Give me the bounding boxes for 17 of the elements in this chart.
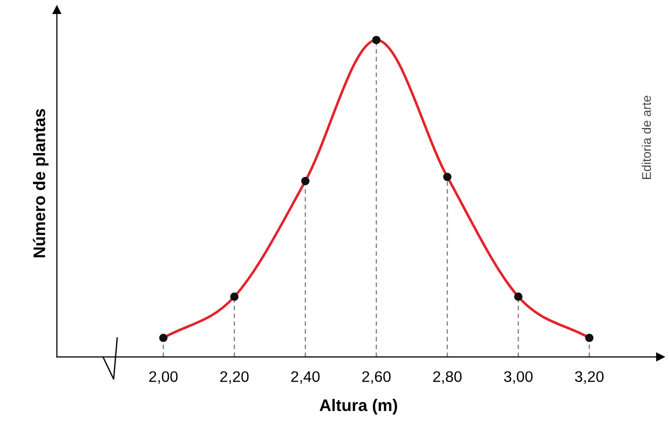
text: Editoria de arte bbox=[642, 96, 651, 179]
x-tick-label: 2,00 bbox=[149, 371, 178, 384]
y-axis-title: Número de plantas bbox=[32, 109, 49, 258]
point bbox=[585, 334, 594, 342]
x-axis-title: Altura (m) bbox=[320, 398, 398, 414]
point bbox=[372, 36, 380, 44]
x-tick-label: 3,00 bbox=[504, 371, 533, 384]
point bbox=[230, 292, 239, 301]
point bbox=[514, 292, 522, 301]
x-tick-label: 2,20 bbox=[220, 371, 249, 384]
x-tick-label: 2,40 bbox=[291, 371, 320, 384]
x-tick-label: 3,20 bbox=[575, 371, 604, 384]
point bbox=[443, 172, 452, 182]
point bbox=[301, 176, 310, 186]
x-tick-label: 2,80 bbox=[433, 371, 462, 384]
x-tick-label: 2,60 bbox=[362, 371, 391, 384]
point bbox=[159, 334, 168, 342]
